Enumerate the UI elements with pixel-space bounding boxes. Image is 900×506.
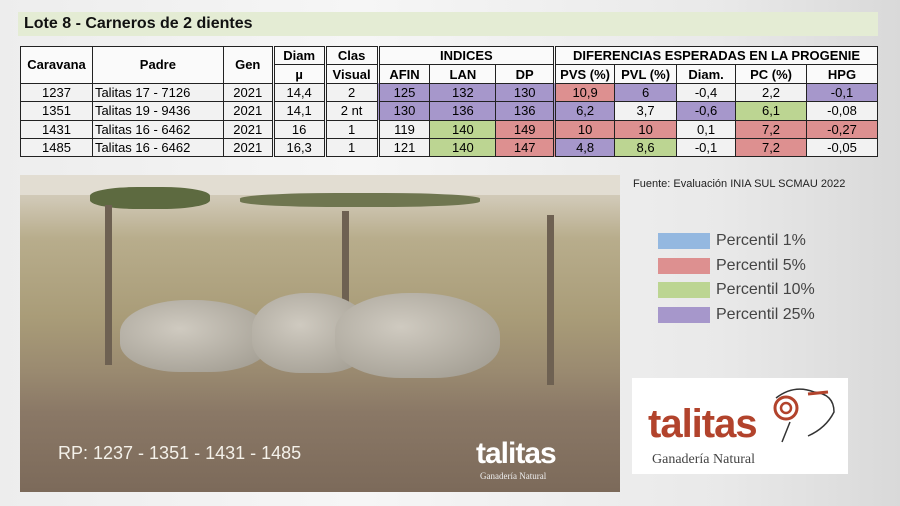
sheep-photo: RP: 1237 - 1351 - 1431 - 1485 talitas Ga… <box>20 175 620 492</box>
photo-watermark-logo: talitas <box>476 437 557 470</box>
header-diam-unit: µ <box>271 64 326 84</box>
cell-pc: 7,2 <box>735 137 807 158</box>
cell-padre: Talitas 19 - 9436 <box>91 101 224 121</box>
cell-pvl: 8,6 <box>614 137 678 158</box>
cell-diam: 16,3 <box>271 137 326 158</box>
cell-lan: 140 <box>429 137 497 158</box>
cell-gen: 2021 <box>222 137 274 158</box>
cell-afin: 119 <box>376 119 431 139</box>
cell-lan: 132 <box>429 82 497 103</box>
cell-diam2: -0,6 <box>676 101 737 121</box>
cell-dp: 136 <box>495 101 556 121</box>
cell-afin: 121 <box>376 137 431 158</box>
table-row: 1485 Talitas 16 - 6462 2021 16,3 1 121 140 147 4… <box>20 137 879 158</box>
header-gen: Gen <box>222 46 274 84</box>
cell-hpg: -0,05 <box>805 137 879 158</box>
source-note: Fuente: Evaluación INIA SUL SCMAU 2022 <box>633 178 846 190</box>
header-pc: PC (%) <box>735 64 807 84</box>
genetics-table: Caravana Padre Gen Diam Clas INDICES DIF… <box>20 45 879 158</box>
header-visual: Visual <box>323 64 379 84</box>
legend-item: Percentil 25% <box>658 303 815 328</box>
cell-pvl: 10 <box>614 119 678 139</box>
cell-clas: 2 <box>323 82 379 103</box>
cell-caravana: 1351 <box>20 101 93 121</box>
legend-item: Percentil 5% <box>658 254 815 279</box>
percentile-legend: Percentil 1% Percentil 5% Percentil 10% Per… <box>658 229 815 327</box>
cell-dp: 149 <box>495 119 556 139</box>
cell-lan: 140 <box>429 119 497 139</box>
logo-wordmark: talitas <box>648 402 758 446</box>
lot-title: Lote 8 - Carneros de 2 dientes <box>18 12 878 36</box>
cell-hpg: -0,27 <box>805 119 879 139</box>
cell-diam2: -0,4 <box>676 82 737 103</box>
ram-head-icon <box>773 388 835 443</box>
legend-label: Percentil 1% <box>716 232 806 250</box>
cell-pvs: 10 <box>553 119 616 139</box>
legend-swatch <box>658 306 710 323</box>
legend-swatch <box>658 257 710 274</box>
cell-pvl: 3,7 <box>614 101 678 121</box>
cell-diam: 14,4 <box>271 82 326 103</box>
legend-item: Percentil 1% <box>658 229 815 254</box>
cell-clas: 1 <box>323 137 379 158</box>
header-lan: LAN <box>429 64 497 84</box>
cell-pc: 7,2 <box>735 119 807 139</box>
cell-diam2: 0,1 <box>676 119 737 139</box>
header-padre: Padre <box>91 46 224 84</box>
cell-pvs: 6,2 <box>553 101 616 121</box>
header-pvs: PVS (%) <box>553 64 616 84</box>
header-indices: INDICES <box>376 45 556 66</box>
table-row: 1351 Talitas 19 - 9436 2021 14,1 2 nt 130 136 1… <box>20 101 879 121</box>
cell-padre: Talitas 16 - 6462 <box>91 137 224 158</box>
legend-label: Percentil 10% <box>716 281 815 299</box>
cell-afin: 130 <box>376 101 431 121</box>
cell-gen: 2021 <box>222 82 274 103</box>
cell-caravana: 1431 <box>20 119 93 139</box>
header-caravana: Caravana <box>20 46 93 84</box>
header-diam: Diam <box>271 45 326 66</box>
cell-padre: Talitas 17 - 7126 <box>91 82 224 103</box>
cell-pvs: 4,8 <box>553 137 616 158</box>
cell-diam2: -0,1 <box>676 137 737 158</box>
table-row: 1237 Talitas 17 - 7126 2021 14,4 2 125 132 130 1… <box>20 82 879 103</box>
cell-pvl: 6 <box>614 82 678 103</box>
legend-label: Percentil 25% <box>716 305 815 323</box>
logo-tagline: Ganadería Natural <box>652 452 755 467</box>
table-row: 1431 Talitas 16 - 6462 2021 16 1 119 140 149 10 1… <box>20 119 879 139</box>
header-diam2: Diam. <box>676 64 737 84</box>
header-hpg: HPG <box>805 64 879 84</box>
photo-watermark-tagline: Ganadería Natural <box>480 471 547 481</box>
cell-pc: 2,2 <box>735 82 807 103</box>
cell-pc: 6,1 <box>735 101 807 121</box>
legend-item: Percentil 10% <box>658 278 815 303</box>
cell-caravana: 1485 <box>20 137 93 158</box>
cell-afin: 125 <box>376 82 431 103</box>
legend-label: Percentil 5% <box>716 256 806 274</box>
cell-dp: 147 <box>495 137 556 158</box>
cell-dp: 130 <box>495 82 556 103</box>
cell-clas: 2 nt <box>323 101 379 121</box>
header-afin: AFIN <box>376 64 431 84</box>
cell-lan: 136 <box>429 101 497 121</box>
cell-hpg: -0,1 <box>805 82 879 103</box>
cell-diam: 14,1 <box>271 101 326 121</box>
header-dp: DP <box>495 64 556 84</box>
cell-clas: 1 <box>323 119 379 139</box>
legend-swatch <box>658 282 710 299</box>
header-clas: Clas <box>323 45 379 66</box>
cell-padre: Talitas 16 - 6462 <box>91 119 224 139</box>
cell-diam: 16 <box>271 119 326 139</box>
talitas-logo: talitas Ganadería Natural <box>632 378 848 474</box>
header-dep: DIFERENCIAS ESPERADAS EN LA PROGENIE <box>553 45 878 66</box>
legend-swatch <box>658 233 710 250</box>
cell-gen: 2021 <box>222 101 274 121</box>
cell-hpg: -0,08 <box>805 101 879 121</box>
cell-pvs: 10,9 <box>553 82 616 103</box>
cell-caravana: 1237 <box>20 82 93 103</box>
header-pvl: PVL (%) <box>614 64 678 84</box>
cell-gen: 2021 <box>222 119 274 139</box>
rp-caption: RP: 1237 - 1351 - 1431 - 1485 <box>58 443 302 463</box>
